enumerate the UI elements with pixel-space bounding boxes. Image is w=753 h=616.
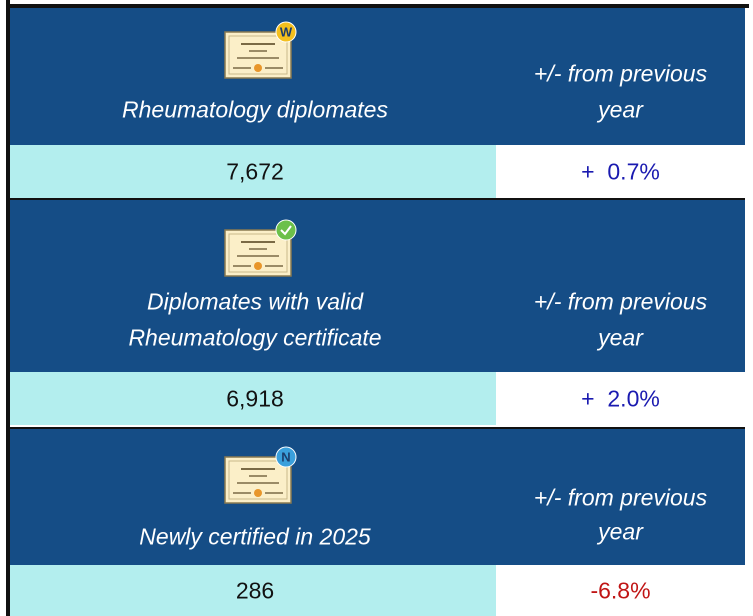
change-heading: year (598, 96, 643, 123)
certificate-icon (224, 219, 297, 277)
section-divider (10, 427, 745, 429)
value: 286 (235, 577, 275, 603)
value-cell (10, 565, 496, 616)
section-label: Newly certified in 2025 (139, 523, 371, 550)
change-heading: +/- from previous (533, 288, 708, 315)
badge-letter: W (280, 25, 293, 40)
change-value: + 2.0% (581, 385, 660, 411)
value-cell (10, 145, 496, 198)
section-divider (10, 198, 745, 200)
change-heading: +/- from previous (533, 484, 708, 511)
section-header (10, 8, 745, 145)
section-label: Rheumatology diplomates (122, 96, 388, 123)
value-cell (10, 372, 496, 425)
change-value: -6.8% (590, 577, 651, 603)
value: 7,672 (226, 158, 284, 184)
change-cell (496, 372, 745, 425)
change-value: + 0.7% (581, 158, 660, 184)
certificate-icon: N (224, 446, 297, 504)
badge-letter: N (281, 450, 290, 465)
certificate-icon: W (224, 21, 297, 79)
section-label: Rheumatology certificate (128, 324, 382, 351)
section-header (10, 429, 745, 565)
change-heading: year (598, 518, 643, 545)
value: 6,918 (226, 385, 284, 411)
change-heading: year (598, 324, 643, 351)
change-heading: +/- from previous (533, 60, 708, 87)
top-border (6, 4, 749, 8)
left-border (6, 0, 10, 616)
section-label: Diplomates with valid (146, 288, 364, 315)
section-header (10, 200, 745, 372)
change-cell (496, 145, 745, 198)
change-cell (496, 565, 745, 616)
badge-check (280, 225, 292, 236)
